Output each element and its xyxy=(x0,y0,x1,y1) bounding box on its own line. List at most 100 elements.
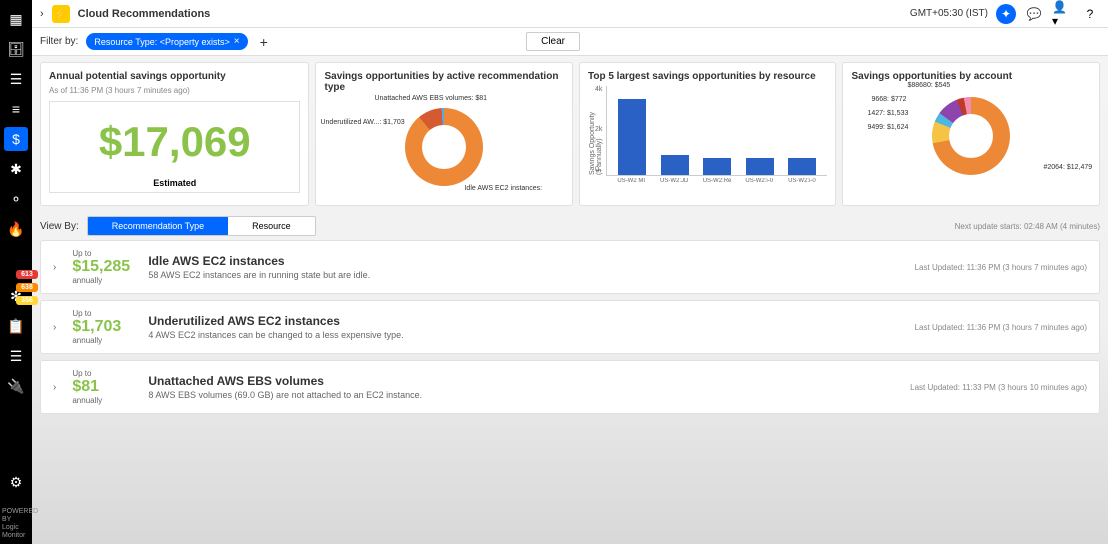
fire-icon: 🔥 xyxy=(7,221,24,238)
help-button[interactable]: ? xyxy=(1080,4,1100,24)
bar-label: US-W2:JD_1... xyxy=(660,178,688,184)
sidebar-item-alerts[interactable]: 🔥 xyxy=(4,217,28,241)
expand-chevron-icon[interactable]: › xyxy=(53,262,56,273)
chart-label: Unattached AWS EBS volumes: $81 xyxy=(374,95,487,102)
filter-label: Filter by: xyxy=(40,36,78,47)
sidebar: ▦ 🗄 ☰ ≡ $ ✱ ⚬ 🔥 613638356 ✻ 📋 ☰ 🔌 ⚙ POWE… xyxy=(0,0,32,544)
back-chevron-icon[interactable]: › xyxy=(40,8,44,20)
rec-last-updated: Last Updated: 11:36 PM (3 hours 7 minute… xyxy=(915,323,1087,332)
donut-chart xyxy=(405,108,483,186)
rec-amount: $1,703 xyxy=(72,318,132,336)
add-filter-button[interactable]: + xyxy=(256,34,272,50)
rec-body: Underutilized AWS EC2 instances 4 AWS EC2… xyxy=(148,314,898,340)
chart-label: $88680: $545 xyxy=(907,82,950,89)
donut-chart xyxy=(932,97,1010,175)
clipboard-icon: 📋 xyxy=(7,318,24,335)
sidebar-item-reports[interactable]: 📋 xyxy=(4,314,28,338)
chart-label: #2064: $12,479 xyxy=(1043,164,1092,171)
rec-upto: Up to xyxy=(72,309,132,318)
viewby-resource[interactable]: Resource xyxy=(228,217,315,235)
rec-amount: $15,285 xyxy=(72,258,132,276)
sidebar-alert-badge[interactable]: 613 xyxy=(16,270,38,279)
recommendation-row[interactable]: › Up to$1,703annually Underutilized AWS EC… xyxy=(40,300,1100,354)
card1-title: Annual potential savings opportunity xyxy=(49,71,300,82)
sidebar-item-topology[interactable]: ⚬ xyxy=(4,187,28,211)
next-update-label: Next update starts: 02:48 AM (4 minutes) xyxy=(955,222,1100,231)
user-menu-button[interactable]: 👤▾ xyxy=(1052,4,1072,24)
plug-icon: 🔌 xyxy=(7,378,24,395)
grid-icon: ▦ xyxy=(9,11,22,28)
bar-label: US-W2:i-0fb... xyxy=(788,178,816,184)
clear-filters-button[interactable]: Clear xyxy=(526,32,580,51)
card4-chart: $88680: $5459668: $7721427: $1,5339499: … xyxy=(851,86,1091,186)
expand-chevron-icon[interactable]: › xyxy=(53,322,56,333)
rec-annually: annually xyxy=(72,396,132,405)
lines-icon: ≡ xyxy=(12,101,20,117)
database-icon: 🗄 xyxy=(7,41,25,58)
card4-title: Savings opportunities by account xyxy=(851,71,1091,82)
sidebar-item-settings[interactable]: ⚙ xyxy=(4,470,28,494)
share-icon: ⚬ xyxy=(10,191,22,208)
card-top-resources: Top 5 largest savings opportunities by r… xyxy=(579,62,837,206)
filter-bar: Filter by: Resource Type: <Property exis… xyxy=(32,28,1108,56)
sidebar-alert-badge[interactable]: 638 xyxy=(16,283,38,292)
rec-description: 4 AWS EC2 instances can be changed to a … xyxy=(148,330,898,340)
bar xyxy=(788,158,816,175)
card2-chart: Unattached AWS EBS volumes: $81Underutil… xyxy=(324,97,564,197)
layers-icon: ☰ xyxy=(10,71,23,88)
rec-savings: Up to$1,703annually xyxy=(72,309,132,345)
card1-sub: As of 11:36 PM (3 hours 7 minutes ago) xyxy=(49,86,300,95)
sidebar-item-plugins[interactable]: 🔌 xyxy=(4,374,28,398)
rec-savings: Up to$81annually xyxy=(72,369,132,405)
sidebar-item-resources[interactable]: 🗄 xyxy=(4,37,28,61)
bar xyxy=(746,158,774,175)
rec-annually: annually xyxy=(72,336,132,345)
sidebar-item-logs[interactable]: ≡ xyxy=(4,97,28,121)
cards-row: Annual potential savings opportunity As … xyxy=(32,56,1108,212)
viewby-recommendation-type[interactable]: Recommendation Type xyxy=(88,217,228,235)
gear-icon: ⚙ xyxy=(10,474,23,491)
rec-title: Unattached AWS EBS volumes xyxy=(148,374,894,388)
rec-savings: Up to$15,285annually xyxy=(72,249,132,285)
sidebar-item-dashboard[interactable]: ▦ xyxy=(4,7,28,31)
sidebar-item-cost[interactable]: $ xyxy=(4,127,28,151)
bar-label: US-W2:i-07... xyxy=(745,178,773,184)
rec-title: Underutilized AWS EC2 instances xyxy=(148,314,898,328)
card-savings-by-account: Savings opportunities by account $88680:… xyxy=(842,62,1100,206)
topbar: › ⚡ Cloud Recommendations GMT+05:30 (IST… xyxy=(32,0,1108,28)
sidebar-item-more[interactable]: ☰ xyxy=(4,344,28,368)
feedback-button[interactable]: 💬 xyxy=(1024,4,1044,24)
sidebar-logo: POWERED BYLogicMonitor xyxy=(2,508,38,540)
bar-label: US-W2:Repo... xyxy=(703,178,731,184)
rec-upto: Up to xyxy=(72,249,132,258)
filter-chip-remove-icon[interactable]: × xyxy=(234,36,240,47)
card1-value: $17,069 xyxy=(50,118,299,166)
sidebar-item-layers[interactable]: ☰ xyxy=(4,67,28,91)
bar xyxy=(618,99,646,175)
card3-ylabel: Savings Opportunity ($ annually) xyxy=(589,106,603,175)
bar xyxy=(703,158,731,175)
card2-title: Savings opportunities by active recommen… xyxy=(324,71,564,93)
filter-chip[interactable]: Resource Type: <Property exists> × xyxy=(86,33,247,50)
rec-last-updated: Last Updated: 11:33 PM (3 hours 10 minut… xyxy=(910,383,1087,392)
card-annual-savings: Annual potential savings opportunity As … xyxy=(40,62,309,206)
recommendation-row[interactable]: ›Up to$15,285annuallyIdle AWS EC2 instan… xyxy=(40,240,1100,294)
compass-button[interactable]: ✦ xyxy=(996,4,1016,24)
main-content: › ⚡ Cloud Recommendations GMT+05:30 (IST… xyxy=(32,0,1108,544)
expand-chevron-icon[interactable]: › xyxy=(53,382,56,393)
app-logo: ⚡ xyxy=(52,5,70,23)
filter-icon: ☰ xyxy=(10,348,23,365)
rec-description: 58 AWS EC2 instances are in running stat… xyxy=(148,270,898,280)
sidebar-alert-badge[interactable]: 356 xyxy=(16,296,38,305)
viewby-row: View By: Recommendation Type Resource Ne… xyxy=(32,212,1108,240)
recommendation-row[interactable]: › Up to$81annually Unattached AWS EBS volu… xyxy=(40,360,1100,414)
sidebar-item-services[interactable]: ✱ xyxy=(4,157,28,181)
chart-label: 1427: $1,533 xyxy=(867,110,908,117)
rec-annually: annually xyxy=(72,276,132,285)
rec-last-updated: Last Updated: 11:36 PM (3 hours 7 minute… xyxy=(915,263,1087,272)
filter-chip-text: Resource Type: <Property exists> xyxy=(94,37,229,47)
rec-amount: $81 xyxy=(72,378,132,396)
chart-label: Idle AWS EC2 instances: xyxy=(464,185,542,192)
card3-title: Top 5 largest savings opportunities by r… xyxy=(588,71,828,82)
rec-description: 8 AWS EBS volumes (69.0 GB) are not atta… xyxy=(148,390,894,400)
